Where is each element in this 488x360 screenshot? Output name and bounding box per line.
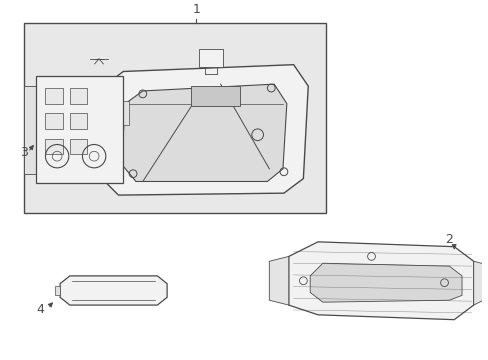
Bar bbox=[199, 49, 222, 67]
Polygon shape bbox=[288, 242, 473, 320]
Polygon shape bbox=[269, 256, 288, 305]
Bar bbox=[70, 139, 87, 154]
Text: 2: 2 bbox=[445, 233, 452, 246]
Bar bbox=[24, 86, 36, 174]
Text: 3: 3 bbox=[20, 146, 28, 159]
Polygon shape bbox=[473, 261, 488, 305]
Bar bbox=[24, 23, 325, 213]
Polygon shape bbox=[99, 65, 307, 195]
Bar bbox=[36, 76, 123, 184]
Bar bbox=[70, 88, 87, 104]
Bar bbox=[45, 113, 63, 129]
Bar bbox=[45, 88, 63, 104]
Polygon shape bbox=[121, 84, 286, 181]
Bar bbox=[45, 139, 63, 154]
Bar bbox=[55, 285, 60, 295]
Polygon shape bbox=[309, 263, 461, 302]
Bar bbox=[70, 113, 87, 129]
Text: 4: 4 bbox=[37, 303, 44, 316]
Bar bbox=[123, 101, 129, 125]
Polygon shape bbox=[60, 276, 167, 305]
Text: 1: 1 bbox=[192, 3, 200, 16]
Bar bbox=[191, 86, 240, 105]
